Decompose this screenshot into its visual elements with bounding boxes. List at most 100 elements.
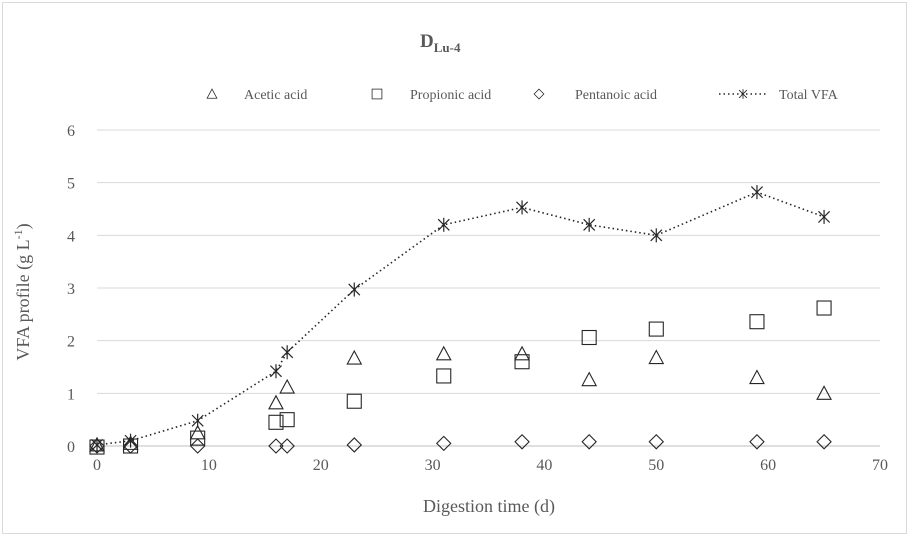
data-point-propionic-acid-shape <box>436 368 452 384</box>
data-point-propionic-acid-shape <box>190 430 206 446</box>
x-tick-label: 40 <box>536 457 552 474</box>
x-axis-title: Digestion time (d) <box>423 496 555 517</box>
data-point-pentanoic-acid-shape <box>435 435 452 452</box>
legend-item-total-vfa: Total VFA <box>719 88 839 103</box>
data-point-propionic-acid <box>436 368 452 384</box>
data-point-total-vfa <box>269 364 282 379</box>
data-point-acetic-acid <box>435 345 452 361</box>
data-point-propionic-acid-shape <box>749 314 765 330</box>
data-point-propionic-acid-shape <box>816 300 832 316</box>
y-tick-label: 6 <box>67 123 75 140</box>
gridlines <box>97 129 880 394</box>
data-point-acetic-acid <box>816 385 832 400</box>
data-point-propionic-acid <box>648 321 664 337</box>
y-tick-label: 0 <box>67 439 75 456</box>
data-point-total-vfa-stroke <box>650 229 663 242</box>
data-point-pentanoic-acid-shape <box>816 434 832 450</box>
data-point-total-vfa-stroke <box>818 210 831 223</box>
data-point-total-vfa-stroke <box>348 283 361 296</box>
data-point-acetic-acid <box>581 371 598 387</box>
legend-marker-total-vfa <box>738 89 748 99</box>
data-point-total-vfa-stroke <box>437 218 450 231</box>
legend-label-acetic-acid: Acetic acid <box>244 88 307 103</box>
series-line-total-vfa <box>96 191 825 446</box>
data-point-propionic-acid <box>279 412 295 428</box>
legend-symbol-propionic-acid <box>371 88 383 100</box>
data-point-pentanoic-acid-shape <box>346 437 363 453</box>
legend-symbol-pentanoic-acid <box>533 88 545 100</box>
data-point-total-vfa-stroke <box>516 201 529 214</box>
chart-title: DLu-4 <box>420 31 461 55</box>
legend-marker-pentanoic-acid <box>533 88 545 100</box>
data-point-acetic-acid-shape <box>816 385 832 400</box>
legend: Acetic acid Propionic acid Pentanoic acid T… <box>206 88 839 103</box>
data-point-pentanoic-acid <box>346 437 363 453</box>
series-total-vfa <box>90 185 831 452</box>
data-point-acetic-acid-shape <box>581 371 598 387</box>
plot-area <box>89 185 832 455</box>
data-point-pentanoic-acid-shape <box>122 438 139 454</box>
data-point-acetic-acid-shape <box>514 345 530 361</box>
data-point-pentanoic-acid-shape <box>268 438 284 454</box>
data-point-total-vfa-stroke <box>281 346 294 359</box>
data-point-total-vfa <box>750 185 763 200</box>
data-point-total-vfa <box>437 217 450 232</box>
legend-symbol-acetic-acid <box>206 88 218 99</box>
data-point-propionic-acid-shape <box>581 329 597 346</box>
data-point-pentanoic-acid <box>268 438 284 454</box>
series-pentanoic-acid <box>89 434 832 454</box>
legend-symbol-total-vfa-stroke <box>738 89 748 99</box>
data-point-total-vfa-stroke <box>191 414 204 427</box>
data-point-propionic-acid-shape <box>648 321 664 337</box>
data-point-total-vfa <box>583 217 596 232</box>
data-point-propionic-acid-shape <box>268 414 284 430</box>
legend-marker-propionic-acid <box>371 88 383 100</box>
data-point-propionic-acid-shape <box>514 354 530 370</box>
x-tick-label: 70 <box>872 457 888 474</box>
data-point-acetic-acid <box>279 378 296 394</box>
data-point-total-vfa <box>348 282 361 297</box>
data-point-total-vfa <box>90 437 104 452</box>
data-point-total-vfa <box>124 433 137 448</box>
x-tick-label: 30 <box>425 457 441 474</box>
data-point-propionic-acid-shape <box>279 412 295 428</box>
legend-symbol-total-vfa <box>738 89 748 99</box>
data-point-acetic-acid <box>346 349 363 365</box>
data-point-acetic-acid-shape <box>268 394 284 410</box>
legend-symbol-propionic-acid-shape <box>371 88 383 100</box>
data-point-pentanoic-acid <box>189 438 206 454</box>
data-point-pentanoic-acid-shape <box>648 434 665 450</box>
data-point-pentanoic-acid <box>122 438 139 454</box>
data-point-pentanoic-acid <box>816 434 832 450</box>
data-point-total-vfa-stroke <box>750 186 763 199</box>
y-axis-title-main: VFA profile (g L <box>13 239 34 360</box>
data-point-acetic-acid-shape <box>749 369 765 385</box>
y-axis-title-close: ) <box>13 223 34 229</box>
x-tick-label: 20 <box>313 457 329 474</box>
data-point-pentanoic-acid <box>279 438 295 454</box>
data-point-pentanoic-acid-shape <box>581 434 597 450</box>
x-tick-label: 60 <box>760 457 776 474</box>
y-tick-label: 3 <box>67 281 75 298</box>
y-tick-label: 4 <box>67 228 75 245</box>
data-point-total-vfa <box>191 413 204 428</box>
legend-item-acetic-acid: Acetic acid <box>206 88 307 103</box>
legend-label-total-vfa: Total VFA <box>779 88 839 103</box>
data-point-acetic-acid-shape <box>648 349 665 365</box>
data-point-acetic-acid-shape <box>279 378 296 394</box>
data-point-propionic-acid <box>346 393 362 409</box>
data-point-pentanoic-acid <box>435 435 452 452</box>
legend-marker-acetic-acid <box>206 88 218 99</box>
legend-label-propionic-acid: Propionic acid <box>410 88 491 103</box>
data-point-pentanoic-acid <box>514 434 530 450</box>
data-point-total-vfa <box>650 228 663 243</box>
data-point-propionic-acid <box>749 314 765 330</box>
data-point-pentanoic-acid-shape <box>189 438 206 454</box>
data-point-total-vfa-stroke <box>124 434 137 447</box>
data-point-total-vfa <box>818 209 831 224</box>
data-point-total-vfa <box>281 345 294 360</box>
